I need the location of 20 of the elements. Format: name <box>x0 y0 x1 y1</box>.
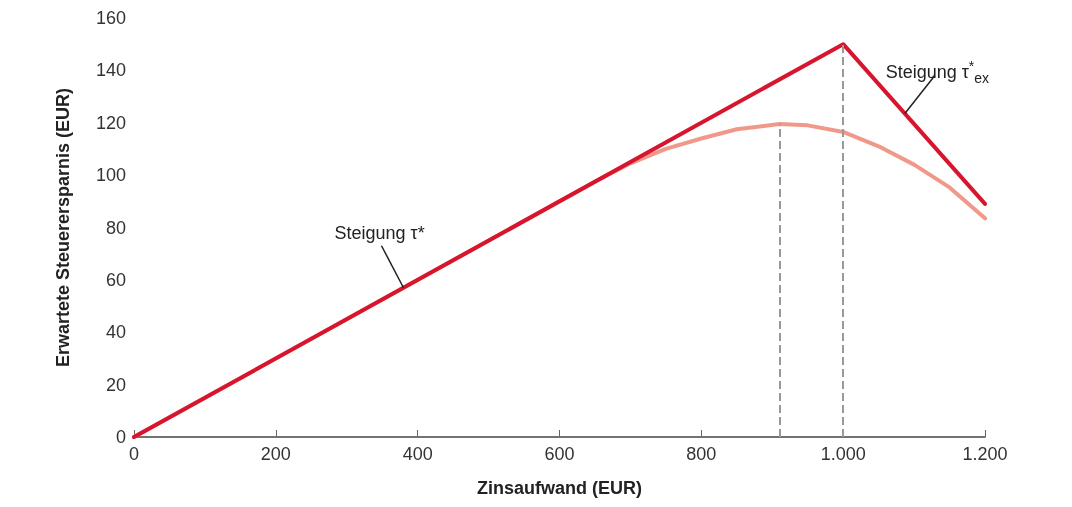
x-tick-label: 800 <box>686 444 717 464</box>
y-tick-label: 40 <box>105 322 126 343</box>
y-axis-title: Erwartete Steuerersparnis (EUR) <box>53 87 73 368</box>
y-tick-label: 120 <box>95 112 126 133</box>
y-tick-label: 100 <box>95 165 126 186</box>
annotation: Steigung τ* <box>334 223 425 244</box>
x-tick-label: 400 <box>402 444 433 464</box>
y-tick-label: 160 <box>95 8 126 28</box>
x-tick-label: 0 <box>128 444 140 464</box>
y-tick-label: 0 <box>115 427 126 447</box>
x-tick-label: 200 <box>260 444 291 464</box>
x-tick-label: 1.000 <box>820 444 866 464</box>
x-tick-label: 600 <box>544 444 575 464</box>
y-tick-label: 60 <box>105 269 126 290</box>
x-tick-label: 1.200 <box>962 444 1008 464</box>
y-tick-label: 20 <box>105 374 126 395</box>
annotation: Steigung τ*ex <box>885 58 990 87</box>
y-tick-label: 80 <box>105 217 126 238</box>
y-tick-label: 140 <box>95 60 126 81</box>
x-axis-title: Zinsaufwand (EUR) <box>477 478 642 498</box>
